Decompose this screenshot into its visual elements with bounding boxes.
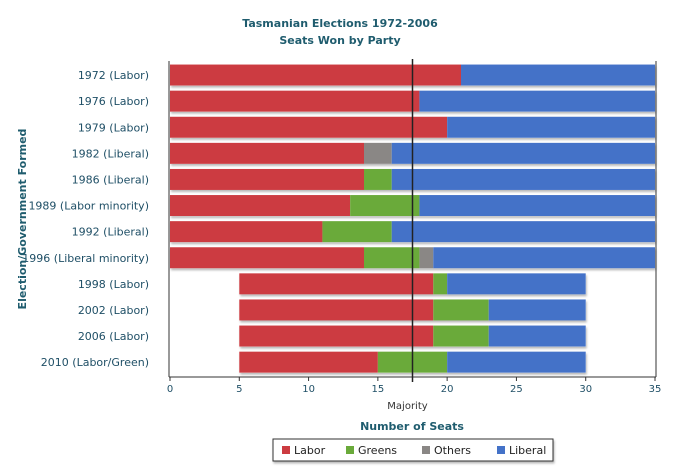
bar-greens-1986-liberal [364,168,392,190]
bar-labor-2010-labor-green [239,351,378,373]
bar-liberal-2010-labor-green [447,351,586,373]
bar-labor-1996-liberal-minority [170,247,364,269]
bar-labor-1989-labor-minority [170,195,351,217]
legend-swatch-labor [282,446,290,454]
x-tick-label: 25 [510,384,523,395]
category-label: 1998 (Labor) [78,278,149,291]
legend-label-others: Others [434,444,471,457]
x-tick-label: 5 [236,384,242,395]
bar-others-1982-liberal [364,142,392,164]
bar-liberal-1989-labor-minority [419,195,655,217]
legend-swatch-greens [346,446,354,454]
x-tick-label: 35 [649,384,662,395]
legend-label-liberal: Liberal [509,444,546,457]
bar-labor-1972-labor [170,64,461,86]
bar-greens-1992-liberal [322,221,392,243]
bar-liberal-1979-labor [447,116,655,138]
bar-others-1996-liberal-minority [419,247,434,269]
category-label: 1989 (Labor minority) [28,200,149,213]
bar-liberal-2006-labor [488,325,586,347]
x-axis-ticks: 0 5 10 15 20 25 30 35 [167,377,662,395]
majority-label: Majority [387,401,427,412]
category-label: 1982 (Liberal) [72,147,149,160]
y-axis-title: Election/Government Formed [16,129,29,310]
bar-labor-1982-liberal [170,142,364,164]
bar-liberal-1986-liberal [391,168,655,190]
bar-liberal-1992-liberal [391,221,655,243]
bar-labor-1986-liberal [170,168,364,190]
bar-liberal-1982-liberal [391,142,655,164]
bar-liberal-1998-labor [447,273,586,295]
bar-liberal-2002-labor [488,299,586,321]
legend-box [272,438,554,462]
category-label: 1976 (Labor) [78,95,149,108]
category-label: 1996 (Liberal minority) [22,252,149,265]
category-label: 2006 (Labor) [78,330,149,343]
legend-label-labor: Labor [294,444,326,457]
legend-swatch-liberal [497,446,505,454]
bar-greens-2006-labor [433,325,489,347]
category-label: 1992 (Liberal) [72,226,149,239]
bar-liberal-1972-labor [461,64,655,86]
bar-greens-2002-labor [433,299,489,321]
legend-swatch-others [422,446,430,454]
bar-liberal-1976-labor [419,90,655,112]
bar-greens-1998-labor [433,273,448,295]
category-label: 2002 (Labor) [78,304,149,317]
chart-subtitle: Seats Won by Party [279,34,400,47]
legend-label-greens: Greens [358,444,397,457]
category-label: 1986 (Liberal) [72,173,149,186]
bar-labor-2006-labor [239,325,434,347]
bar-labor-1976-labor [170,90,420,112]
bar-labor-1979-labor [170,116,448,138]
x-tick-label: 10 [302,384,315,395]
bar-labor-1992-liberal [170,221,323,243]
x-axis-title: Number of Seats [360,420,464,433]
category-labels: 1972 (Labor) 1976 (Labor) 1979 (Labor) 1982… [22,69,149,369]
category-label: 1979 (Labor) [78,121,149,134]
bar-greens-1996-liberal-minority [364,247,420,269]
chart-title: Tasmanian Elections 1972-2006 [242,17,438,30]
x-tick-label: 20 [441,384,454,395]
legend: Labor Greens Others Liberal [272,438,554,462]
bar-labor-1998-labor [239,273,434,295]
bar-greens-1989-labor-minority [350,195,420,217]
bar-labor-2002-labor [239,299,434,321]
x-tick-label: 30 [579,384,592,395]
x-tick-label: 0 [167,384,173,395]
category-label: 2010 (Labor/Green) [41,356,149,369]
bar-liberal-1996-liberal-minority [433,247,655,269]
x-tick-label: 15 [371,384,384,395]
category-label: 1972 (Labor) [78,69,149,82]
